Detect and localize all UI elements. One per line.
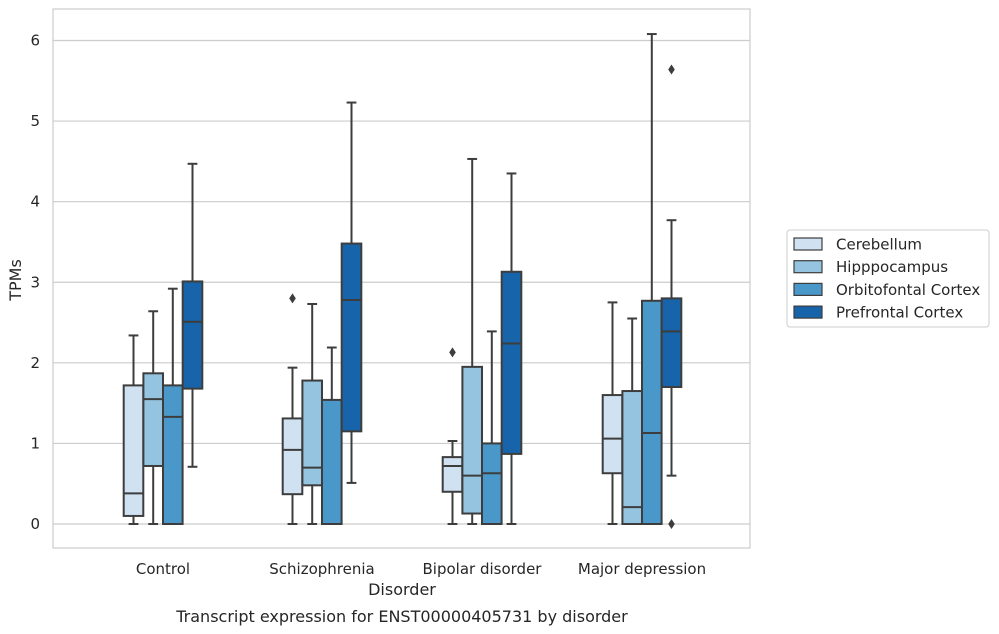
chart-caption: Transcript expression for ENST0000040573… bbox=[175, 607, 628, 626]
box-body bbox=[122, 384, 145, 517]
legend-swatch bbox=[793, 282, 823, 296]
legend-swatch bbox=[793, 305, 823, 319]
legend-swatch bbox=[793, 237, 823, 251]
box-2-1 bbox=[321, 346, 343, 526]
x-tick-labels: Control Schizophrenia Bipolar disorder Majo… bbox=[136, 560, 706, 578]
box-body bbox=[601, 394, 624, 475]
legend-label: Orbitofontal Cortex bbox=[836, 281, 980, 299]
y-tick-label: 5 bbox=[30, 112, 40, 130]
box-body bbox=[500, 270, 523, 455]
box-body bbox=[641, 299, 663, 526]
box-2-0 bbox=[162, 287, 184, 525]
box-body bbox=[340, 242, 363, 433]
x-tick-label: Major depression bbox=[578, 560, 706, 578]
box-body bbox=[142, 372, 164, 467]
x-tick-label: Schizophrenia bbox=[269, 560, 374, 578]
x-tick-label: Control bbox=[136, 560, 190, 578]
y-tick-label: 3 bbox=[30, 273, 40, 291]
outlier-point bbox=[449, 347, 456, 358]
box-body bbox=[162, 384, 184, 525]
outlier-point bbox=[668, 64, 675, 75]
legend: Cerebellum Hipppocampus Orbitofontal Corte… bbox=[786, 229, 990, 328]
box-3-1 bbox=[340, 101, 363, 484]
box-body bbox=[621, 390, 644, 525]
legend-swatch bbox=[793, 260, 823, 274]
plot-frame bbox=[52, 8, 751, 549]
box-body bbox=[321, 398, 343, 526]
box-0-3 bbox=[601, 301, 624, 525]
box-3-0 bbox=[181, 162, 204, 468]
y-tick-labels: 0 1 2 3 4 5 6 bbox=[30, 32, 40, 534]
y-tick-label: 6 bbox=[30, 32, 40, 50]
box-body bbox=[461, 365, 483, 515]
box-0-0 bbox=[122, 334, 145, 525]
box-1-2 bbox=[461, 157, 483, 525]
box-series bbox=[122, 33, 683, 529]
box-body bbox=[301, 379, 323, 487]
legend-label: Cerebellum bbox=[836, 236, 922, 254]
box-3-3 bbox=[660, 64, 683, 529]
box-2-3 bbox=[641, 33, 663, 526]
legend-label: Hipppocampus bbox=[836, 258, 948, 276]
box-3-2 bbox=[500, 172, 523, 525]
outlier-point bbox=[668, 519, 675, 529]
box-1-0 bbox=[142, 310, 164, 525]
box-0-2 bbox=[441, 347, 464, 525]
y-tick-label: 1 bbox=[30, 434, 40, 452]
box-body bbox=[481, 442, 503, 525]
outlier-point bbox=[289, 293, 296, 304]
x-axis-label: Disorder bbox=[368, 580, 436, 599]
box-body bbox=[181, 280, 204, 390]
legend-frame bbox=[786, 229, 990, 328]
box-body bbox=[281, 417, 304, 496]
legend-label: Prefrontal Cortex bbox=[836, 304, 963, 322]
box-2-2 bbox=[481, 330, 503, 525]
y-tick-label: 0 bbox=[30, 515, 40, 533]
y-tick-label: 2 bbox=[30, 354, 40, 372]
x-tick-label: Bipolar disorder bbox=[423, 560, 543, 578]
box-body bbox=[660, 297, 683, 389]
box-body bbox=[441, 456, 464, 493]
y-tick-label: 4 bbox=[30, 193, 40, 211]
y-axis-label: TPMs bbox=[6, 259, 25, 302]
